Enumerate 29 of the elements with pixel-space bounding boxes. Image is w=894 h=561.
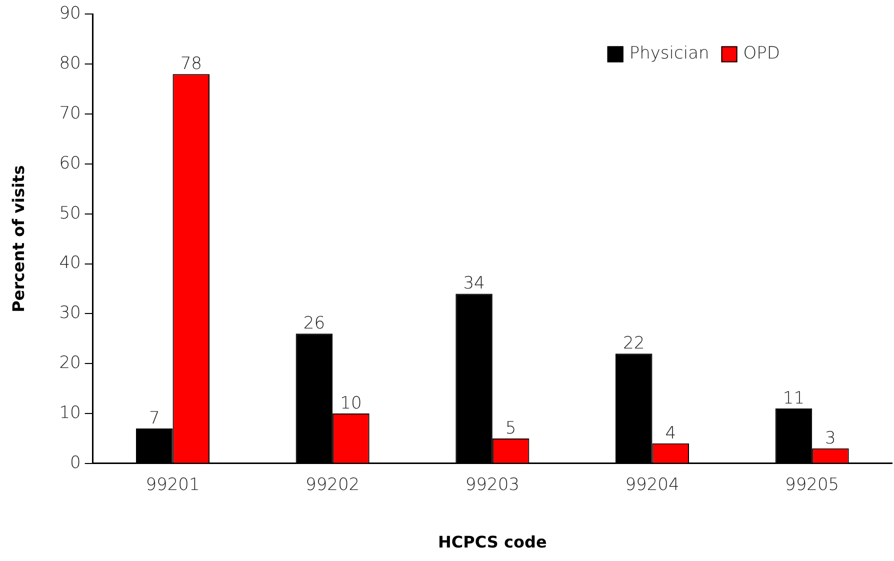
x-tick-label: 99201 — [146, 475, 200, 496]
y-tick-label: 70 — [59, 103, 81, 124]
y-tick-label: 50 — [59, 203, 81, 224]
y-tick-label: 80 — [59, 54, 81, 74]
y-tick-label: 0 — [70, 452, 81, 473]
legend-label: Physician — [629, 44, 710, 64]
data-label: 34 — [463, 274, 485, 294]
legend-label: OPD — [743, 44, 780, 64]
y-tick-label: 60 — [59, 153, 81, 174]
y-tick-label: 10 — [59, 402, 81, 423]
x-tick-label: 99205 — [785, 475, 840, 496]
y-tick-label: 20 — [59, 353, 81, 373]
data-label: 3 — [825, 428, 836, 448]
data-label: 10 — [340, 393, 362, 414]
y-tick-label: 30 — [59, 303, 81, 324]
y-tick-label: 90 — [59, 4, 81, 24]
x-tick-label: 99202 — [306, 475, 360, 496]
data-label: 4 — [665, 423, 676, 444]
data-label: 7 — [148, 408, 160, 428]
y-axis-title: Percent of visits — [8, 165, 28, 312]
x-axis-title: HCPCS code — [438, 532, 547, 552]
data-label: 11 — [782, 388, 805, 408]
y-tick-label: 40 — [59, 253, 81, 274]
x-tick-label: 99203 — [465, 475, 520, 496]
x-tick-label: 99204 — [625, 475, 680, 496]
data-label: 78 — [180, 54, 202, 74]
data-label: 26 — [303, 314, 326, 334]
data-label: 22 — [623, 334, 645, 354]
data-label: 5 — [505, 418, 516, 438]
